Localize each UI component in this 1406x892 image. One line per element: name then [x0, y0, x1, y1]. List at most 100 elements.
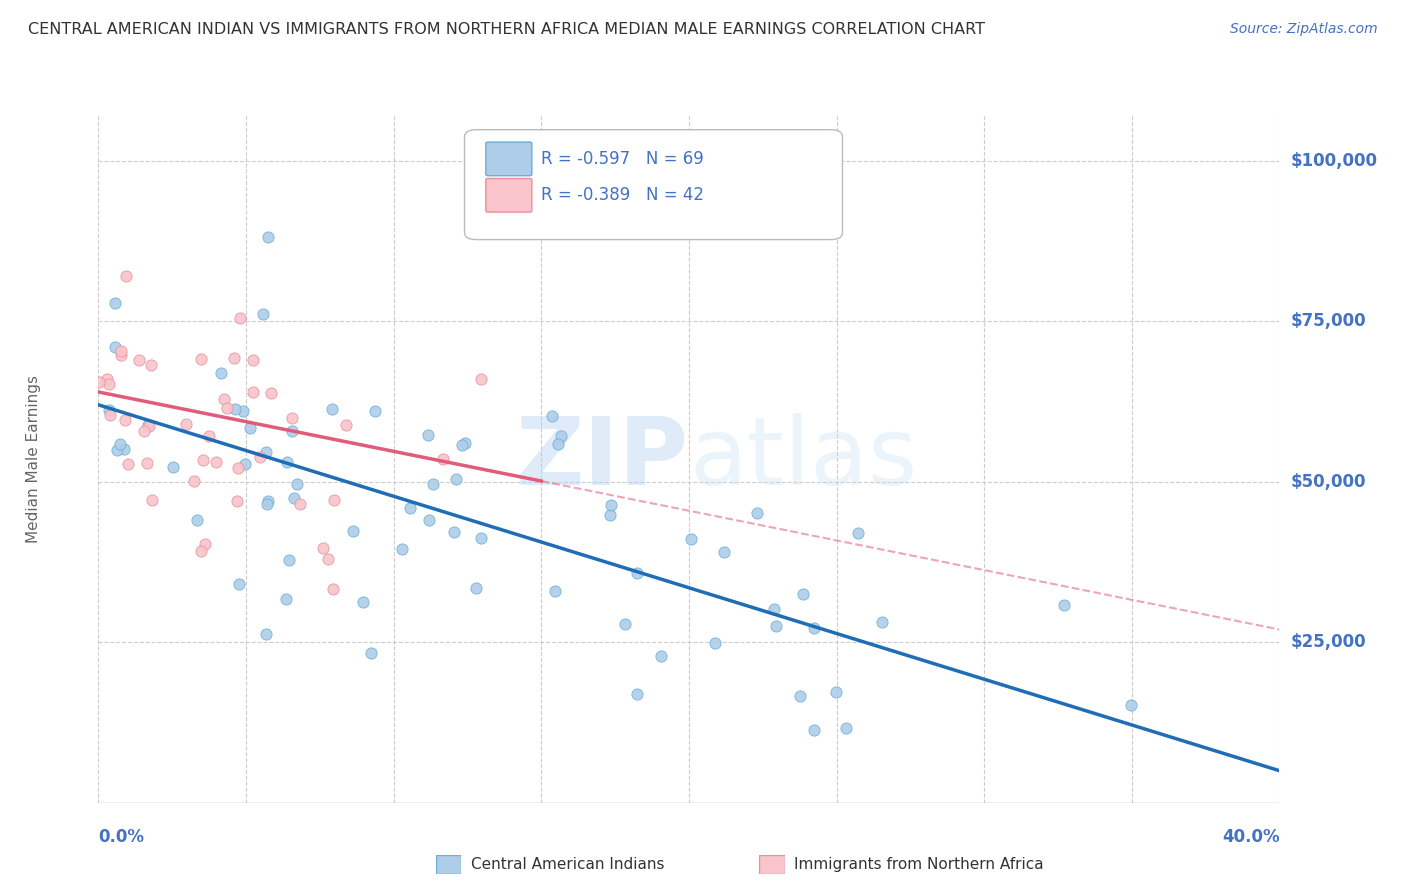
Point	[364, 404, 387, 418]
Point	[222, 351, 245, 366]
Point	[257, 494, 280, 508]
Point	[97, 403, 120, 417]
Point	[162, 459, 184, 474]
FancyBboxPatch shape	[464, 129, 842, 240]
Point	[360, 646, 382, 660]
Point	[283, 491, 305, 505]
Point	[322, 582, 344, 597]
Point	[112, 442, 135, 456]
Point	[139, 358, 162, 372]
Point	[613, 616, 636, 631]
Point	[1119, 698, 1142, 712]
Text: atlas: atlas	[689, 413, 917, 506]
Point	[353, 595, 375, 609]
Point	[132, 425, 155, 439]
Point	[96, 372, 118, 386]
Point	[281, 411, 304, 425]
Point	[391, 542, 413, 557]
Point	[110, 348, 132, 362]
Point	[212, 392, 235, 406]
Point	[183, 474, 205, 488]
Point	[114, 413, 136, 427]
Point	[190, 544, 212, 558]
Point	[105, 443, 128, 458]
Point	[321, 401, 343, 416]
Point	[446, 472, 468, 486]
Point	[256, 230, 278, 244]
Point	[239, 421, 262, 435]
Point	[228, 461, 250, 475]
Point	[541, 409, 564, 423]
Point	[342, 524, 364, 538]
Point	[104, 295, 127, 310]
Point	[274, 591, 297, 606]
Point	[249, 450, 271, 464]
Text: Central American Indians: Central American Indians	[471, 857, 665, 871]
Point	[288, 496, 311, 510]
Point	[762, 602, 785, 616]
Point	[626, 687, 648, 701]
Point	[104, 340, 127, 354]
Point	[209, 366, 232, 380]
Point	[229, 311, 252, 326]
Point	[100, 409, 122, 423]
Point	[312, 541, 335, 555]
Text: Source: ZipAtlas.com: Source: ZipAtlas.com	[1230, 22, 1378, 37]
Point	[834, 722, 856, 736]
Text: CENTRAL AMERICAN INDIAN VS IMMIGRANTS FROM NORTHERN AFRICA MEDIAN MALE EARNINGS : CENTRAL AMERICAN INDIAN VS IMMIGRANTS FR…	[28, 22, 986, 37]
Point	[278, 553, 301, 567]
Point	[186, 513, 208, 527]
Point	[335, 418, 357, 433]
Point	[242, 352, 264, 367]
Point	[198, 429, 221, 443]
Point	[256, 496, 278, 510]
FancyBboxPatch shape	[486, 178, 531, 212]
Point	[848, 525, 870, 540]
Point	[128, 353, 150, 368]
Point	[316, 551, 339, 566]
Text: $75,000: $75,000	[1291, 312, 1367, 330]
Point	[285, 477, 308, 491]
Text: $50,000: $50,000	[1291, 473, 1367, 491]
Point	[803, 621, 825, 635]
Point	[233, 457, 256, 471]
Point	[225, 493, 247, 508]
Point	[765, 619, 787, 633]
Point	[89, 375, 111, 389]
Text: 40.0%: 40.0%	[1222, 828, 1279, 846]
Text: $25,000: $25,000	[1291, 633, 1367, 651]
Point	[451, 438, 474, 452]
Point	[789, 689, 811, 703]
Text: $100,000: $100,000	[1291, 152, 1378, 169]
Point	[547, 436, 569, 450]
Point	[254, 627, 277, 641]
Text: R = -0.597   N = 69: R = -0.597 N = 69	[541, 150, 704, 168]
Point	[704, 636, 727, 650]
Point	[276, 455, 298, 469]
Point	[443, 525, 465, 540]
Point	[97, 377, 120, 392]
Point	[215, 401, 238, 415]
Point	[190, 352, 212, 367]
Point	[136, 418, 159, 433]
Point	[117, 458, 139, 472]
Point	[626, 566, 648, 580]
Point	[281, 424, 304, 438]
Point	[242, 384, 264, 399]
Point	[260, 386, 283, 401]
Point	[205, 455, 228, 469]
Point	[470, 371, 492, 385]
Text: R = -0.389   N = 42: R = -0.389 N = 42	[541, 186, 704, 204]
Point	[422, 477, 444, 491]
Point	[713, 545, 735, 559]
Point	[115, 268, 138, 283]
Point	[224, 402, 246, 417]
Point	[745, 506, 768, 520]
Point	[138, 418, 160, 433]
Point	[824, 685, 846, 699]
Point	[416, 428, 439, 442]
Point	[544, 584, 567, 599]
Point	[650, 648, 672, 663]
Point	[232, 404, 254, 418]
Point	[432, 452, 454, 467]
